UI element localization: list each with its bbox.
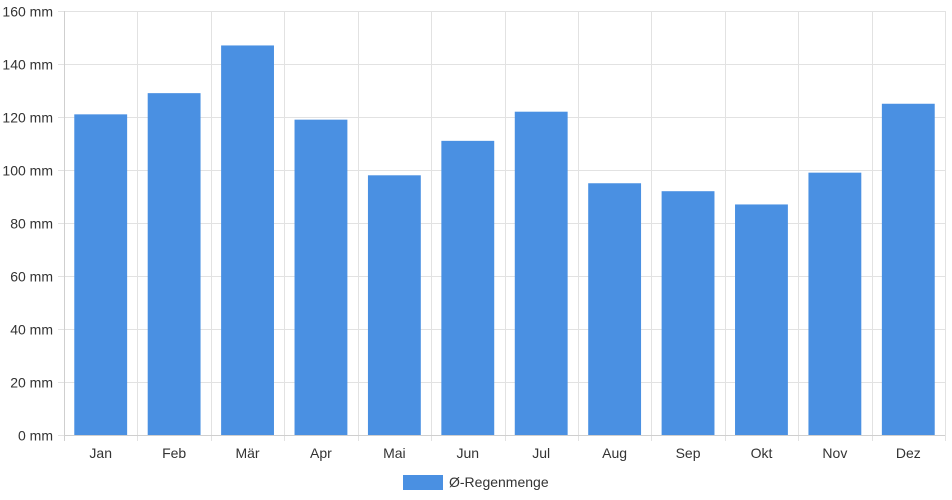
y-tick-label: 20 mm	[10, 375, 53, 391]
y-tick-label: 100 mm	[2, 163, 53, 179]
y-tick-label: 60 mm	[10, 269, 53, 285]
x-tick-label: Dez	[896, 445, 921, 461]
bar[interactable]	[514, 111, 568, 435]
bar[interactable]	[294, 119, 348, 436]
y-tick-label: 140 mm	[2, 57, 53, 73]
legend[interactable]: Ø-Regenmenge	[403, 474, 549, 490]
x-tick-label: Feb	[162, 445, 186, 461]
legend-label[interactable]: Ø-Regenmenge	[449, 474, 549, 490]
axis-layer: 0 mm 20 mm 40 mm 60 mm 80 mm 100 mm 120 mm 140 …	[2, 4, 945, 461]
x-tick-label: Okt	[751, 445, 773, 461]
x-tick-label: Jan	[89, 445, 112, 461]
bar[interactable]	[881, 103, 935, 435]
x-tick-label: Jul	[532, 445, 550, 461]
bar[interactable]	[147, 93, 201, 436]
x-tick-label: Mär	[235, 445, 259, 461]
bar[interactable]	[588, 183, 642, 435]
y-tick-label: 80 mm	[10, 216, 53, 232]
grid-layer	[58, 11, 946, 441]
x-tick-label: Aug	[602, 445, 627, 461]
y-tick-label: 120 mm	[2, 110, 53, 126]
y-tick-label: 40 mm	[10, 322, 53, 338]
bar[interactable]	[661, 191, 715, 435]
x-tick-label: Nov	[822, 445, 847, 461]
bar[interactable]	[367, 175, 421, 436]
y-tick-label: 0 mm	[18, 428, 53, 444]
y-tick-label: 160 mm	[2, 4, 53, 20]
x-tick-label: Apr	[310, 445, 332, 461]
x-tick-label: Mai	[383, 445, 406, 461]
bar[interactable]	[221, 45, 274, 435]
bar[interactable]	[808, 172, 862, 435]
x-tick-label: Sep	[676, 445, 701, 461]
bar[interactable]	[441, 140, 495, 435]
x-tick-label: Jun	[457, 445, 480, 461]
legend-swatch[interactable]	[403, 475, 443, 490]
bar[interactable]	[74, 114, 128, 435]
bars-layer	[74, 45, 935, 436]
bar[interactable]	[735, 204, 788, 435]
